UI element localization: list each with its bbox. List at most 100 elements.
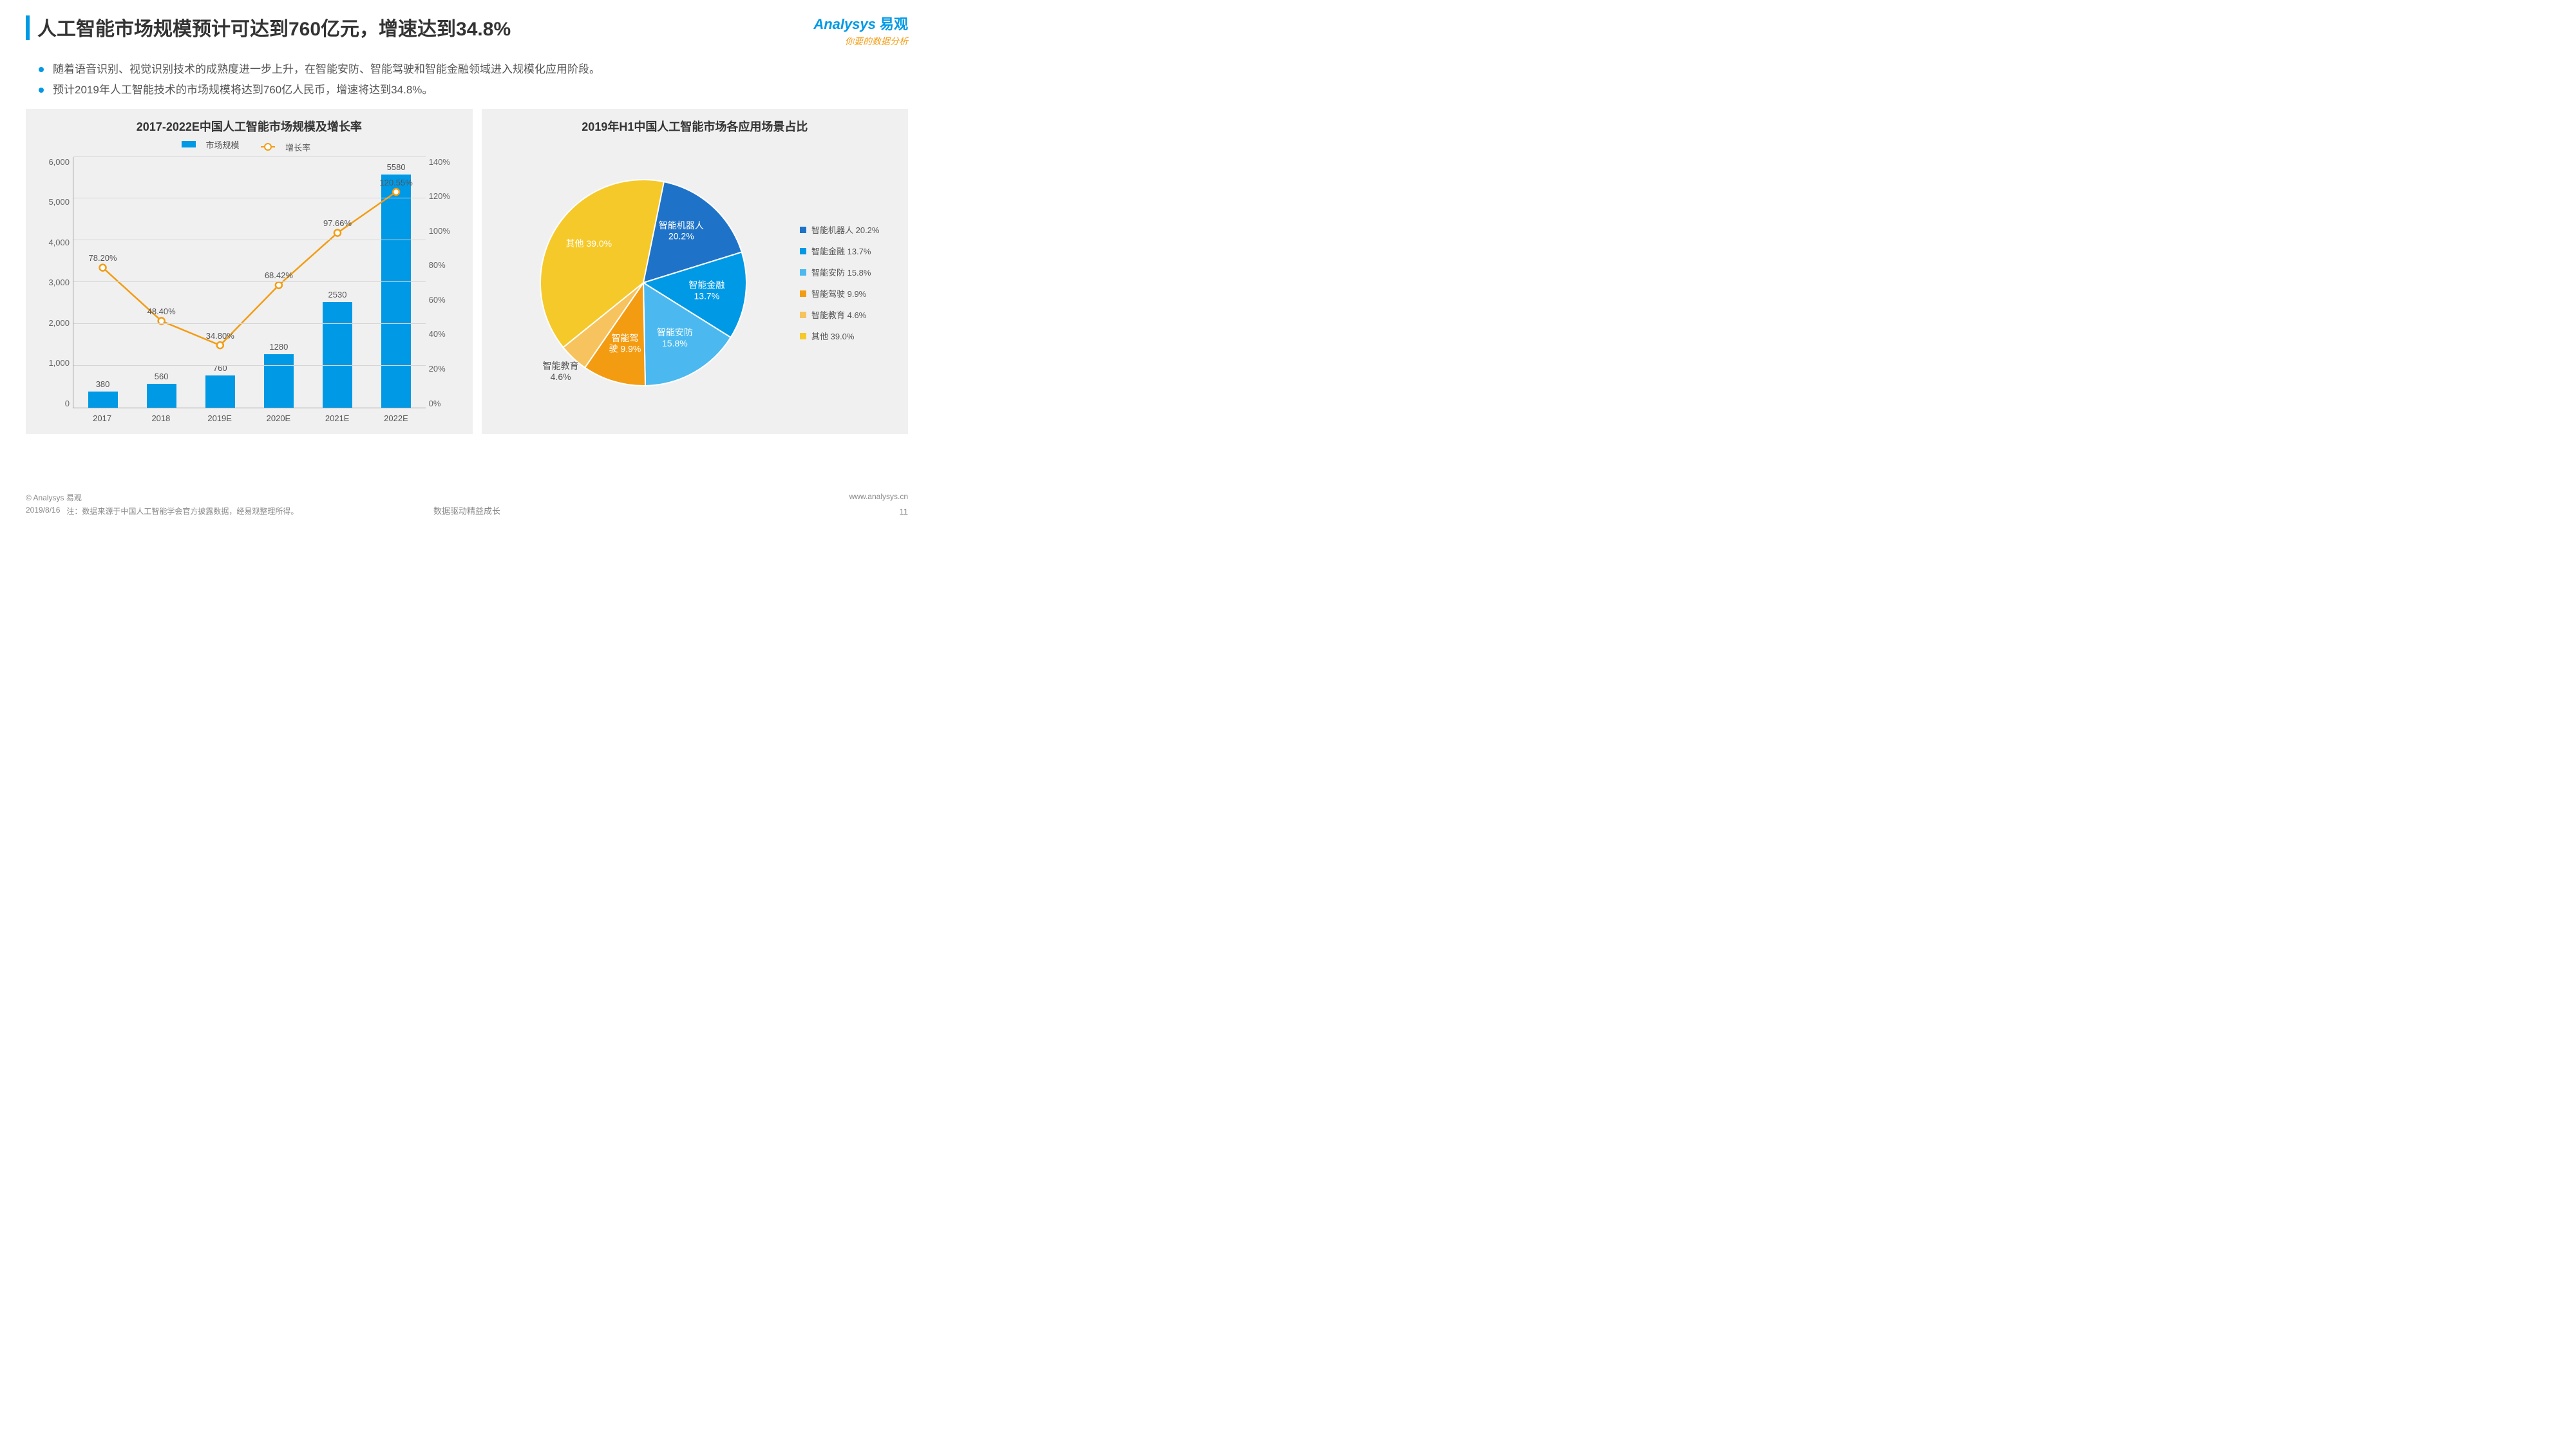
bar-value-label: 5580 bbox=[387, 162, 406, 172]
legend-swatch-icon bbox=[800, 312, 806, 318]
y-right-tick: 60% bbox=[429, 295, 461, 305]
bar-value-label: 2530 bbox=[328, 290, 347, 299]
y-axis-right: 140% 120% 100% 80% 60% 40% 20% 0% bbox=[429, 157, 461, 408]
svg-text:智能金融13.7%: 智能金融13.7% bbox=[688, 280, 724, 301]
logo-main: Analysys bbox=[813, 16, 876, 32]
page-title: 人工智能市场规模预计可达到760亿元，增速达到34.8% bbox=[37, 13, 813, 41]
pie-legend-item: 智能教育 4.6% bbox=[800, 308, 896, 321]
bar-value-label: 1280 bbox=[269, 342, 288, 352]
pie-legend-item: 智能机器人 20.2% bbox=[800, 223, 896, 236]
y-right-tick: 40% bbox=[429, 329, 461, 339]
y-left-tick: 1,000 bbox=[37, 358, 70, 368]
legend-label: 智能教育 4.6% bbox=[811, 308, 866, 321]
combo-chart-plot: 6,000 5,000 4,000 3,000 2,000 1,000 0 140% 120%… bbox=[37, 157, 461, 428]
svg-text:智能驾驶 9.9%: 智能驾驶 9.9% bbox=[609, 333, 641, 354]
title-accent-bar bbox=[26, 15, 30, 40]
footer-date: 2019/8/16 bbox=[26, 506, 60, 516]
x-tick-label: 2019E bbox=[195, 410, 245, 428]
bar-column: 5580 bbox=[372, 157, 421, 408]
bars-layer: 380 560 760 1280 2530 5580 bbox=[73, 157, 426, 408]
y-right-tick: 140% bbox=[429, 157, 461, 167]
bar bbox=[147, 384, 176, 407]
y-left-tick: 6,000 bbox=[37, 157, 70, 167]
bar-column: 380 bbox=[78, 157, 128, 408]
legend-label: 智能安防 15.8% bbox=[811, 266, 871, 278]
footer-note: 注：数据来源于中国人工智能学会官方披露数据，经易观整理所得。 bbox=[66, 506, 298, 516]
pie-wrap: 智能机器人20.2%智能金融13.7%智能安防15.8%智能驾驶 9.9%智能教… bbox=[493, 167, 793, 399]
bullet-text: 随着语音识别、视觉识别技术的成熟度进一步上升，在智能安防、智能驾驶和智能金融领域… bbox=[53, 59, 600, 80]
y-left-tick: 5,000 bbox=[37, 197, 70, 207]
legend-line-label: 增长率 bbox=[285, 141, 310, 153]
legend-label: 其他 39.0% bbox=[811, 330, 854, 342]
pie-legend-item: 智能驾驶 9.9% bbox=[800, 287, 896, 299]
bar-chart-title: 2017-2022E中国人工智能市场规模及增长率 bbox=[37, 118, 461, 135]
legend-label: 智能金融 13.7% bbox=[811, 245, 871, 257]
x-tick-label: 2018 bbox=[137, 410, 186, 428]
pie-legend-item: 智能金融 13.7% bbox=[800, 245, 896, 257]
x-axis-labels: 2017 2018 2019E 2020E 2021E 2022E bbox=[73, 410, 426, 428]
bullet-dot-icon bbox=[39, 67, 44, 72]
bar-value-label: 560 bbox=[155, 372, 169, 381]
y-left-tick: 0 bbox=[37, 399, 70, 408]
y-left-tick: 4,000 bbox=[37, 238, 70, 247]
y-axis-left: 6,000 5,000 4,000 3,000 2,000 1,000 0 bbox=[37, 157, 70, 408]
bar-chart-legend: 市场规模 增长率 bbox=[37, 138, 461, 153]
bar-line-chart-panel: 2017-2022E中国人工智能市场规模及增长率 市场规模 增长率 6,000 5… bbox=[26, 109, 473, 434]
line-point-label: 34.80% bbox=[206, 331, 234, 341]
y-right-tick: 100% bbox=[429, 226, 461, 236]
legend-label: 智能机器人 20.2% bbox=[811, 223, 879, 236]
line-point-label: 78.20% bbox=[89, 253, 117, 263]
pie-svg: 智能机器人20.2%智能金融13.7%智能安防15.8%智能驾驶 9.9%智能教… bbox=[527, 167, 759, 399]
legend-swatch-icon bbox=[800, 269, 806, 276]
line-point-label: 97.66% bbox=[323, 218, 352, 228]
bar-column: 1280 bbox=[254, 157, 304, 408]
bar bbox=[381, 175, 411, 408]
logo-cn: 易观 bbox=[880, 16, 908, 32]
legend-swatch-icon bbox=[800, 248, 806, 254]
bar-swatch-icon bbox=[182, 141, 196, 147]
y-right-tick: 20% bbox=[429, 364, 461, 374]
pie-legend-item: 智能安防 15.8% bbox=[800, 266, 896, 278]
bar-column: 560 bbox=[137, 157, 186, 408]
bullet-list: 随着语音识别、视觉识别技术的成熟度进一步上升，在智能安防、智能驾驶和智能金融领域… bbox=[0, 54, 934, 109]
line-point-label: 48.40% bbox=[147, 307, 176, 316]
footer-center: 数据驱动精益成长 bbox=[433, 504, 500, 516]
y-left-tick: 3,000 bbox=[37, 278, 70, 287]
pie-chart-title: 2019年H1中国人工智能市场各应用场景占比 bbox=[493, 118, 896, 135]
line-swatch-icon bbox=[261, 146, 275, 147]
pie-legend-item: 其他 39.0% bbox=[800, 330, 896, 342]
legend-swatch-icon bbox=[800, 227, 806, 233]
footer-website: www.analysys.cn bbox=[849, 492, 908, 503]
bar-column: 760 bbox=[196, 157, 245, 408]
bar-value-label: 380 bbox=[96, 379, 110, 389]
logo-block: Analysys易观 你要的数据分析 bbox=[813, 13, 908, 48]
y-right-tick: 0% bbox=[429, 399, 461, 408]
line-point-label: 120.55% bbox=[379, 178, 412, 187]
logo-sub: 你要的数据分析 bbox=[813, 35, 908, 48]
bar-column: 2530 bbox=[313, 157, 363, 408]
bar bbox=[88, 392, 118, 408]
bullet-dot-icon bbox=[39, 88, 44, 93]
svg-text:其他 39.0%: 其他 39.0% bbox=[565, 238, 612, 249]
x-tick-label: 2017 bbox=[77, 410, 127, 428]
plot-area: 380 560 760 1280 2530 5580 78.20% 48.40% 34.80%… bbox=[73, 157, 426, 408]
y-left-tick: 2,000 bbox=[37, 318, 70, 328]
bar bbox=[323, 302, 352, 408]
svg-text:智能教育4.6%: 智能教育4.6% bbox=[542, 361, 578, 382]
x-tick-label: 2021E bbox=[312, 410, 362, 428]
line-point-label: 68.42% bbox=[265, 270, 293, 280]
y-right-tick: 120% bbox=[429, 191, 461, 201]
pie-chart-panel: 2019年H1中国人工智能市场各应用场景占比 智能机器人20.2%智能金融13.… bbox=[482, 109, 908, 434]
y-right-tick: 80% bbox=[429, 260, 461, 270]
footer-page-num: 11 bbox=[900, 507, 909, 516]
legend-bar-label: 市场规模 bbox=[206, 138, 240, 151]
legend-swatch-icon bbox=[800, 333, 806, 339]
footer-copyright: © Analysys 易观 bbox=[26, 492, 82, 503]
pie-legend: 智能机器人 20.2% 智能金融 13.7% 智能安防 15.8% 智能驾驶 9.9%… bbox=[793, 223, 896, 342]
x-tick-label: 2020E bbox=[254, 410, 303, 428]
bullet-text: 预计2019年人工智能技术的市场规模将达到760亿人民币，增速将达到34.8%。 bbox=[53, 80, 433, 100]
bar bbox=[205, 375, 235, 407]
x-tick-label: 2022E bbox=[372, 410, 421, 428]
legend-label: 智能驾驶 9.9% bbox=[811, 287, 866, 299]
bar bbox=[264, 354, 294, 408]
